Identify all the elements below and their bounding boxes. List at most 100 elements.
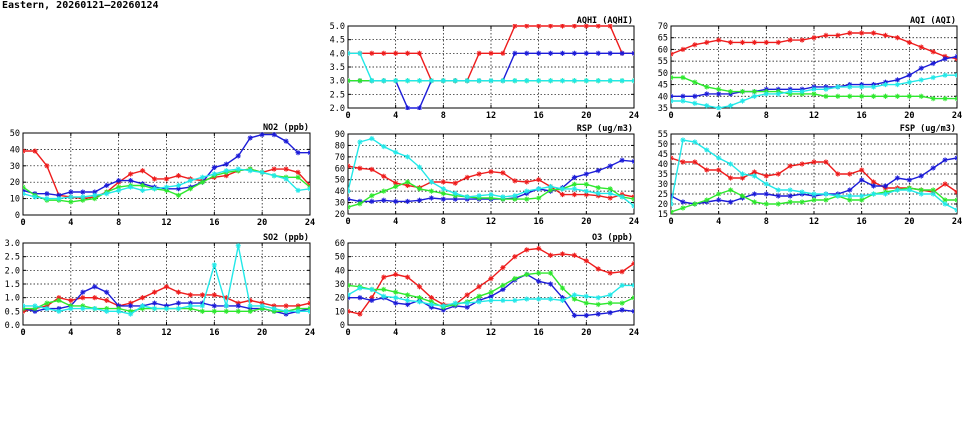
data-point bbox=[488, 191, 494, 198]
data-point bbox=[404, 292, 411, 298]
y-tick-label: 50 bbox=[658, 140, 668, 150]
data-point bbox=[583, 258, 589, 264]
data-point bbox=[369, 297, 375, 303]
data-point bbox=[139, 295, 146, 301]
data-point bbox=[595, 50, 601, 56]
x-tick-label: 8 bbox=[764, 217, 769, 227]
data-point bbox=[348, 78, 351, 84]
data-point bbox=[680, 159, 686, 165]
data-point bbox=[775, 187, 781, 193]
data-point bbox=[163, 284, 170, 290]
x-tick-label: 4 bbox=[68, 218, 73, 228]
data-point bbox=[199, 308, 205, 314]
data-point bbox=[92, 284, 98, 290]
data-point bbox=[175, 173, 182, 179]
data-point bbox=[536, 296, 542, 302]
data-point bbox=[595, 311, 601, 317]
chart-aqhi: 2.0 2.5 3.0 3.5 4.0 4.5 5.0 0 4 8 12 16 20 24 AQHI (AQ… bbox=[330, 16, 639, 121]
data-point bbox=[416, 50, 423, 56]
x-tick-label: 0 bbox=[20, 328, 25, 338]
y-tick-label: 2.0 bbox=[330, 104, 345, 114]
y-tick-label: 30 bbox=[335, 280, 345, 290]
data-point bbox=[223, 308, 229, 314]
data-point bbox=[680, 137, 686, 143]
data-point bbox=[619, 194, 625, 200]
data-point bbox=[727, 161, 734, 167]
data-point bbox=[882, 93, 889, 99]
data-point bbox=[954, 155, 957, 161]
x-tick-label: 8 bbox=[441, 111, 446, 121]
y-tick-label: 15 bbox=[658, 210, 668, 220]
x-tick-label: 4 bbox=[68, 328, 73, 338]
data-point bbox=[235, 308, 241, 314]
data-point bbox=[607, 24, 613, 29]
data-point bbox=[727, 103, 734, 109]
data-point bbox=[739, 39, 746, 45]
data-point bbox=[235, 166, 241, 172]
data-point bbox=[671, 155, 674, 161]
data-point bbox=[223, 161, 229, 167]
x-tick-label: 8 bbox=[116, 218, 121, 228]
data-point bbox=[369, 166, 375, 173]
x-tick-label: 8 bbox=[441, 328, 446, 338]
x-tick-label: 24 bbox=[952, 217, 962, 227]
data-point bbox=[870, 191, 877, 197]
data-point bbox=[307, 150, 310, 156]
data-point bbox=[476, 78, 482, 84]
data-point bbox=[607, 292, 613, 298]
data-point bbox=[139, 182, 146, 189]
data-point bbox=[428, 301, 435, 308]
data-point bbox=[259, 169, 265, 175]
data-point bbox=[894, 77, 901, 83]
data-point bbox=[524, 50, 530, 56]
data-point bbox=[607, 50, 613, 56]
data-point bbox=[104, 308, 110, 314]
data-point bbox=[223, 303, 229, 309]
data-point bbox=[859, 193, 865, 199]
data-point bbox=[942, 201, 948, 207]
data-point bbox=[680, 98, 686, 104]
data-point bbox=[918, 93, 924, 99]
data-point bbox=[369, 198, 375, 205]
data-point bbox=[271, 306, 277, 312]
data-point bbox=[631, 78, 634, 84]
data-point bbox=[859, 84, 865, 90]
data-point bbox=[381, 143, 387, 150]
data-point bbox=[583, 181, 589, 187]
data-point bbox=[357, 78, 363, 84]
data-point bbox=[859, 93, 865, 99]
data-point bbox=[536, 50, 542, 56]
data-point bbox=[393, 300, 399, 306]
data-point bbox=[393, 271, 399, 278]
data-point bbox=[524, 179, 530, 185]
data-point bbox=[151, 186, 158, 192]
data-point bbox=[404, 105, 411, 110]
data-point bbox=[763, 39, 769, 45]
y-tick-label: 50 bbox=[335, 176, 345, 186]
data-point bbox=[32, 194, 38, 200]
data-point bbox=[92, 189, 98, 195]
y-tick-label: 0 bbox=[15, 211, 20, 221]
data-point bbox=[393, 198, 399, 205]
data-point bbox=[452, 180, 458, 186]
data-point bbox=[894, 93, 901, 99]
data-point bbox=[631, 203, 634, 209]
x-tick-label: 16 bbox=[209, 218, 219, 228]
data-point bbox=[739, 98, 746, 104]
data-point bbox=[631, 158, 634, 165]
data-point bbox=[357, 295, 363, 301]
chart-so2: 0.0 0.5 1.0 1.5 2.0 2.5 3.0 0 4 8 12 16 20 24 SO2 (ppb… bbox=[5, 233, 315, 338]
data-point bbox=[823, 86, 829, 92]
y-tick-label: 40 bbox=[658, 92, 668, 102]
data-point bbox=[607, 270, 613, 276]
data-point bbox=[607, 186, 613, 192]
data-point bbox=[348, 204, 351, 210]
x-tick-label: 16 bbox=[534, 328, 544, 338]
data-point bbox=[68, 297, 74, 303]
y-tick-label: 65 bbox=[658, 34, 668, 44]
y-tick-label: 10 bbox=[10, 195, 20, 205]
data-point bbox=[235, 153, 241, 159]
y-tick-label: 20 bbox=[335, 210, 345, 220]
data-point bbox=[954, 96, 957, 102]
y-tick-label: 20 bbox=[335, 294, 345, 304]
